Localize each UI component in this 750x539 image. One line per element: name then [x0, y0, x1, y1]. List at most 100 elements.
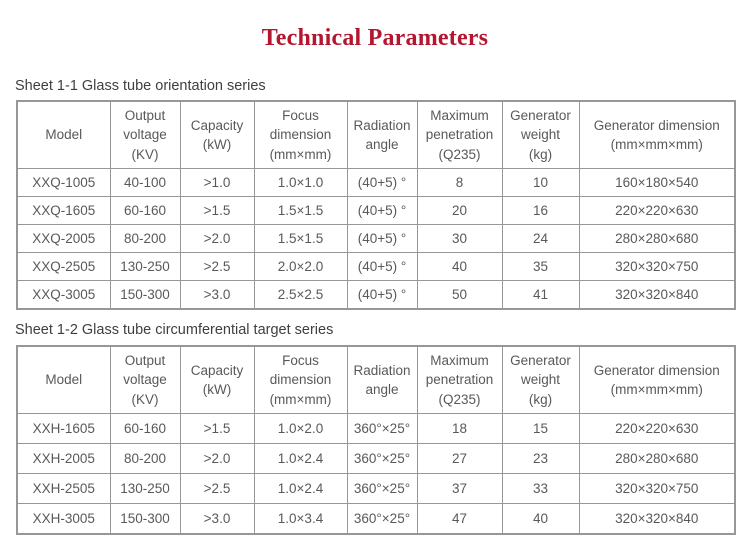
table-row: XXH-3005 150-300 >3.0 1.0×3.4 360°×25° 47 40 32… — [16, 503, 736, 535]
table-cell: 8 — [416, 168, 503, 197]
table-cell: >2.0 — [179, 224, 255, 253]
table-cell: (40+5) ° — [346, 252, 418, 281]
table-cell: 1.0×2.4 — [253, 443, 348, 474]
table-cell: 33 — [501, 473, 580, 504]
table-cell: XXH-3005 — [16, 503, 111, 535]
column-header: Model — [16, 100, 111, 169]
column-header: Output voltage (KV) — [109, 345, 181, 414]
table-cell: >3.0 — [179, 503, 255, 535]
table-row: XXQ-1005 40-100 >1.0 1.0×1.0 (40+5) ° 8 10 160×… — [16, 168, 736, 197]
table-cell: 16 — [501, 196, 580, 225]
table-cell: 27 — [416, 443, 503, 474]
table-body: XXH-1605 60-160 >1.5 1.0×2.0 360°×25° 18 15 220… — [16, 413, 736, 535]
table-cell: 10 — [501, 168, 580, 197]
table-cell: 18 — [416, 413, 503, 444]
table-cell: 360°×25° — [346, 473, 418, 504]
table-cell: XXQ-2005 — [16, 224, 111, 253]
table-cell: >1.5 — [179, 196, 255, 225]
table-row: XXQ-2505 130-250 >2.5 2.0×2.0 (40+5) ° 40 35 32… — [16, 252, 736, 281]
table-cell: 1.0×1.0 — [253, 168, 348, 197]
table-cell: 160×180×540 — [578, 168, 736, 197]
table-cell: 280×280×680 — [578, 224, 736, 253]
column-header: Model — [16, 345, 111, 414]
table-cell: 130-250 — [109, 473, 181, 504]
table-row: XXQ-3005 150-300 >3.0 2.5×2.5 (40+5) ° 50 41 32… — [16, 280, 736, 310]
table-cell: (40+5) ° — [346, 224, 418, 253]
table-cell: (40+5) ° — [346, 168, 418, 197]
table-cell: XXH-1605 — [16, 413, 111, 444]
table-cell: >2.5 — [179, 473, 255, 504]
table-cell: XXQ-1605 — [16, 196, 111, 225]
column-header: Focus dimension (mm×mm) — [253, 345, 348, 414]
table-cell: 1.5×1.5 — [253, 196, 348, 225]
column-header: Generator weight (kg) — [501, 100, 580, 169]
sheet-1-1-caption: Sheet 1-1 Glass tube orientation series — [15, 78, 266, 94]
table-body: XXQ-1005 40-100 >1.0 1.0×1.0 (40+5) ° 8 10 160×… — [16, 168, 736, 310]
glass-tube-orientation-table: Model Output voltage (KV) Capacity (kW) Foc… — [16, 100, 736, 310]
column-header: Radiation angle — [346, 100, 418, 169]
column-header: Output voltage (KV) — [109, 100, 181, 169]
table-row: XXQ-2005 80-200 >2.0 1.5×1.5 (40+5) ° 30 24 280… — [16, 224, 736, 253]
table-cell: 80-200 — [109, 224, 181, 253]
table-cell: 15 — [501, 413, 580, 444]
table-cell: 23 — [501, 443, 580, 474]
table-header: Model Output voltage (KV) Capacity (kW) Foc… — [16, 100, 736, 169]
table-row: XXH-2005 80-200 >2.0 1.0×2.4 360°×25° 27 23 280… — [16, 443, 736, 474]
glass-tube-circumferential-table: Model Output voltage (KV) Capacity (kW) Foc… — [16, 345, 736, 535]
table-header: Model Output voltage (KV) Capacity (kW) Foc… — [16, 345, 736, 414]
table-row: XXH-1605 60-160 >1.5 1.0×2.0 360°×25° 18 15 220… — [16, 413, 736, 444]
table-cell: XXQ-1005 — [16, 168, 111, 197]
table-cell: 40 — [501, 503, 580, 535]
table-cell: 280×280×680 — [578, 443, 736, 474]
table-cell: 320×320×750 — [578, 473, 736, 504]
table-cell: 320×320×840 — [578, 280, 736, 310]
table-cell: 40-100 — [109, 168, 181, 197]
table-cell: 20 — [416, 196, 503, 225]
table-cell: 360°×25° — [346, 503, 418, 535]
header-row: Model Output voltage (KV) Capacity (kW) Foc… — [16, 100, 736, 169]
table-cell: >1.0 — [179, 168, 255, 197]
table-cell: XXH-2005 — [16, 443, 111, 474]
table-cell: 35 — [501, 252, 580, 281]
table-cell: 24 — [501, 224, 580, 253]
table-cell: 37 — [416, 473, 503, 504]
table-cell: 60-160 — [109, 413, 181, 444]
table-cell: (40+5) ° — [346, 280, 418, 310]
table-cell: >2.0 — [179, 443, 255, 474]
header-row: Model Output voltage (KV) Capacity (kW) Foc… — [16, 345, 736, 414]
table-cell: 150-300 — [109, 280, 181, 310]
table-cell: 130-250 — [109, 252, 181, 281]
table-cell: 220×220×630 — [578, 196, 736, 225]
table-cell: 1.0×3.4 — [253, 503, 348, 535]
table-cell: 1.0×2.4 — [253, 473, 348, 504]
table-cell: 320×320×750 — [578, 252, 736, 281]
table-cell: >1.5 — [179, 413, 255, 444]
table-cell: 150-300 — [109, 503, 181, 535]
table-cell: 50 — [416, 280, 503, 310]
table-cell: 320×320×840 — [578, 503, 736, 535]
table-cell: 220×220×630 — [578, 413, 736, 444]
table-cell: XXH-2505 — [16, 473, 111, 504]
table-cell: 60-160 — [109, 196, 181, 225]
column-header: Capacity (kW) — [179, 345, 255, 414]
column-header: Maximum penetration (Q235) — [416, 100, 503, 169]
table-cell: 360°×25° — [346, 443, 418, 474]
table-cell: >3.0 — [179, 280, 255, 310]
table-row: XXQ-1605 60-160 >1.5 1.5×1.5 (40+5) ° 20 16 220… — [16, 196, 736, 225]
table-cell: 360°×25° — [346, 413, 418, 444]
table-cell: XXQ-3005 — [16, 280, 111, 310]
table-cell: 41 — [501, 280, 580, 310]
column-header: Radiation angle — [346, 345, 418, 414]
table-cell: (40+5) ° — [346, 196, 418, 225]
table-cell: 2.0×2.0 — [253, 252, 348, 281]
table-row: XXH-2505 130-250 >2.5 1.0×2.4 360°×25° 37 33 32… — [16, 473, 736, 504]
table-cell: 80-200 — [109, 443, 181, 474]
table-cell: 40 — [416, 252, 503, 281]
table-cell: 2.5×2.5 — [253, 280, 348, 310]
column-header: Capacity (kW) — [179, 100, 255, 169]
column-header: Generator dimension (mm×mm×mm) — [578, 100, 736, 169]
table-cell: 30 — [416, 224, 503, 253]
column-header: Generator weight (kg) — [501, 345, 580, 414]
table-cell: 1.5×1.5 — [253, 224, 348, 253]
table-cell: 1.0×2.0 — [253, 413, 348, 444]
